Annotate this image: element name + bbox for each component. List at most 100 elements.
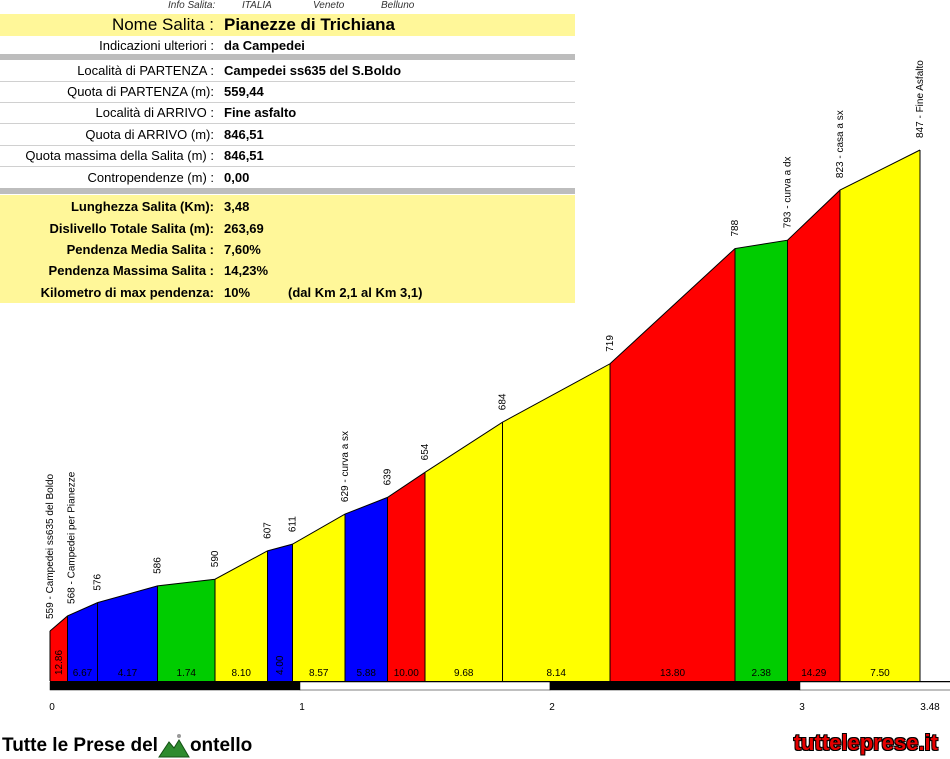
x-tick-label: 0 bbox=[49, 702, 55, 713]
profile-segment bbox=[610, 248, 735, 681]
info-label: Contropendenze (m) : bbox=[87, 170, 214, 185]
point-label: 639 bbox=[383, 468, 394, 485]
point-label: 607 bbox=[263, 522, 274, 539]
point-label: 576 bbox=[93, 573, 104, 590]
mountain-icon bbox=[158, 734, 190, 758]
point-label: 719 bbox=[605, 335, 616, 352]
stat-label: Pendenza Massima Salita : bbox=[48, 262, 214, 278]
info-label: Indicazioni ulteriori : bbox=[99, 38, 214, 53]
x-tick-label: 1 bbox=[299, 702, 305, 713]
grade-label: 7.50 bbox=[870, 668, 890, 679]
profile-segment bbox=[840, 150, 920, 681]
km-scale-bar bbox=[799, 681, 950, 691]
stat-label: Kilometro di max pendenza: bbox=[40, 284, 214, 300]
info-value: da Campedei bbox=[224, 38, 305, 53]
profile-segment bbox=[292, 514, 345, 681]
x-tick-label: 2 bbox=[549, 702, 555, 713]
point-label: 823 - casa a sx bbox=[835, 110, 846, 178]
stat-row-elevation-gain: Dislivello Totale Salita (m): 263,69 bbox=[0, 217, 575, 239]
point-label: 684 bbox=[498, 393, 509, 410]
grade-label: 4.17 bbox=[118, 668, 138, 679]
info-label: Quota di ARRIVO (m): bbox=[85, 127, 214, 142]
info-value: 846,51 bbox=[224, 127, 264, 142]
profile-segment bbox=[787, 190, 840, 682]
info-value: Fine asfalto bbox=[224, 105, 297, 120]
x-tick-label: 3 bbox=[799, 702, 805, 713]
info-row-max-altitude: Quota massima della Salita (m) : 846,51 bbox=[0, 145, 575, 167]
info-row-climb-name: Nome Salita : Pianezze di Trichiana bbox=[0, 14, 575, 36]
info-value: Pianezze di Trichiana bbox=[224, 15, 396, 34]
grade-label: 2.38 bbox=[752, 668, 772, 679]
info-row-start-altitude: Quota di PARTENZA (m): 559,44 bbox=[0, 81, 575, 103]
grade-label: 1.74 bbox=[177, 668, 197, 679]
info-value: 846,51 bbox=[224, 148, 264, 163]
brand-left-text-b: ontello bbox=[189, 735, 253, 756]
stat-row-max-grade-km: Kilometro di max pendenza: 10% (dal Km 2… bbox=[0, 281, 575, 303]
brand-right-logo[interactable]: tutteleprese.it bbox=[793, 730, 938, 755]
info-header-label: Info Salita: bbox=[168, 0, 216, 11]
grade-label: 5.88 bbox=[357, 668, 377, 679]
brand-left-text-a: Tutte le Prese del bbox=[2, 735, 158, 756]
info-label: Quota di PARTENZA (m): bbox=[67, 84, 214, 99]
point-label: 590 bbox=[210, 550, 221, 567]
info-label: Località di ARRIVO : bbox=[95, 105, 215, 120]
point-label: 611 bbox=[288, 516, 299, 532]
info-row-end-location: Località di ARRIVO : Fine asfalto bbox=[0, 102, 575, 124]
point-label: 568 - Campedei per Pianezze bbox=[67, 471, 78, 604]
grade-label: 8.14 bbox=[547, 668, 567, 679]
profile-segment bbox=[267, 544, 293, 681]
profile-line bbox=[49, 149, 921, 632]
stat-label: Lunghezza Salita (Km): bbox=[70, 198, 214, 214]
point-label: 629 - curva a sx bbox=[340, 431, 351, 502]
stat-value: 10% bbox=[224, 284, 251, 300]
point-label: 586 bbox=[153, 557, 164, 574]
grade-label: 12.86 bbox=[54, 650, 65, 675]
profile-segment bbox=[67, 602, 98, 681]
stat-value: 3,48 bbox=[224, 198, 250, 214]
stat-row-max-grade: Pendenza Massima Salita : 14,23% bbox=[0, 259, 575, 281]
info-row-end-altitude: Quota di ARRIVO (m): 846,51 bbox=[0, 124, 575, 146]
stat-value: 7,60% bbox=[224, 241, 261, 257]
point-label: 788 bbox=[730, 219, 741, 236]
info-value: 0,00 bbox=[224, 170, 250, 185]
info-value: Campedei ss635 del S.Boldo bbox=[224, 63, 402, 78]
point-label: 793 - curva a dx bbox=[783, 156, 794, 228]
km-scale-bar bbox=[49, 681, 301, 691]
info-label: Nome Salita : bbox=[111, 15, 214, 34]
brand-left-logo: Tutte le Prese del ontello bbox=[2, 733, 252, 759]
axis-line bbox=[50, 681, 950, 682]
stat-value: 263,69 bbox=[224, 220, 264, 236]
info-header-country: ITALIA bbox=[242, 0, 272, 11]
grade-label: 4.00 bbox=[275, 655, 286, 675]
grade-label: 8.10 bbox=[232, 668, 252, 679]
info-row-counter-slopes: Contropendenze (m) : 0,00 bbox=[0, 167, 575, 189]
profile-segment bbox=[97, 585, 158, 681]
info-label: Quota massima della Salita (m) : bbox=[25, 148, 214, 163]
profile-segment bbox=[50, 615, 68, 681]
profile-segment bbox=[215, 550, 268, 681]
x-tick-label: 3.48 bbox=[920, 702, 940, 713]
stat-label: Pendenza Media Salita : bbox=[66, 241, 214, 257]
grade-label: 6.67 bbox=[73, 668, 93, 679]
info-value: 559,44 bbox=[224, 84, 264, 99]
separator-bar bbox=[0, 188, 575, 194]
profile-segment bbox=[735, 240, 788, 681]
stat-label: Dislivello Totale Salita (m): bbox=[49, 220, 214, 236]
stat-value: 14,23% bbox=[224, 262, 269, 278]
info-header-province: Belluno bbox=[381, 0, 415, 11]
profile-segment bbox=[502, 363, 610, 681]
point-label: 847 - Fine Asfalto bbox=[915, 60, 926, 138]
separator-bar bbox=[0, 54, 575, 60]
grade-label: 13.80 bbox=[660, 668, 685, 679]
profile-segment bbox=[387, 472, 425, 681]
grade-label: 8.57 bbox=[309, 668, 329, 679]
info-row-start-location: Località di PARTENZA : Campedei ss635 de… bbox=[0, 60, 575, 82]
grade-label: 10.00 bbox=[394, 668, 419, 679]
profile-segment bbox=[345, 497, 388, 681]
grade-label: 9.68 bbox=[454, 668, 474, 679]
km-scale-bar bbox=[299, 681, 551, 691]
km-scale-bar bbox=[549, 681, 801, 691]
profile-segment bbox=[425, 422, 503, 681]
point-label: 559 - Campedei ss635 del Boldo bbox=[45, 473, 56, 619]
